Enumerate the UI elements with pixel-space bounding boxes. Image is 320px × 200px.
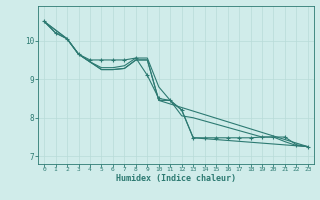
X-axis label: Humidex (Indice chaleur): Humidex (Indice chaleur) xyxy=(116,174,236,183)
